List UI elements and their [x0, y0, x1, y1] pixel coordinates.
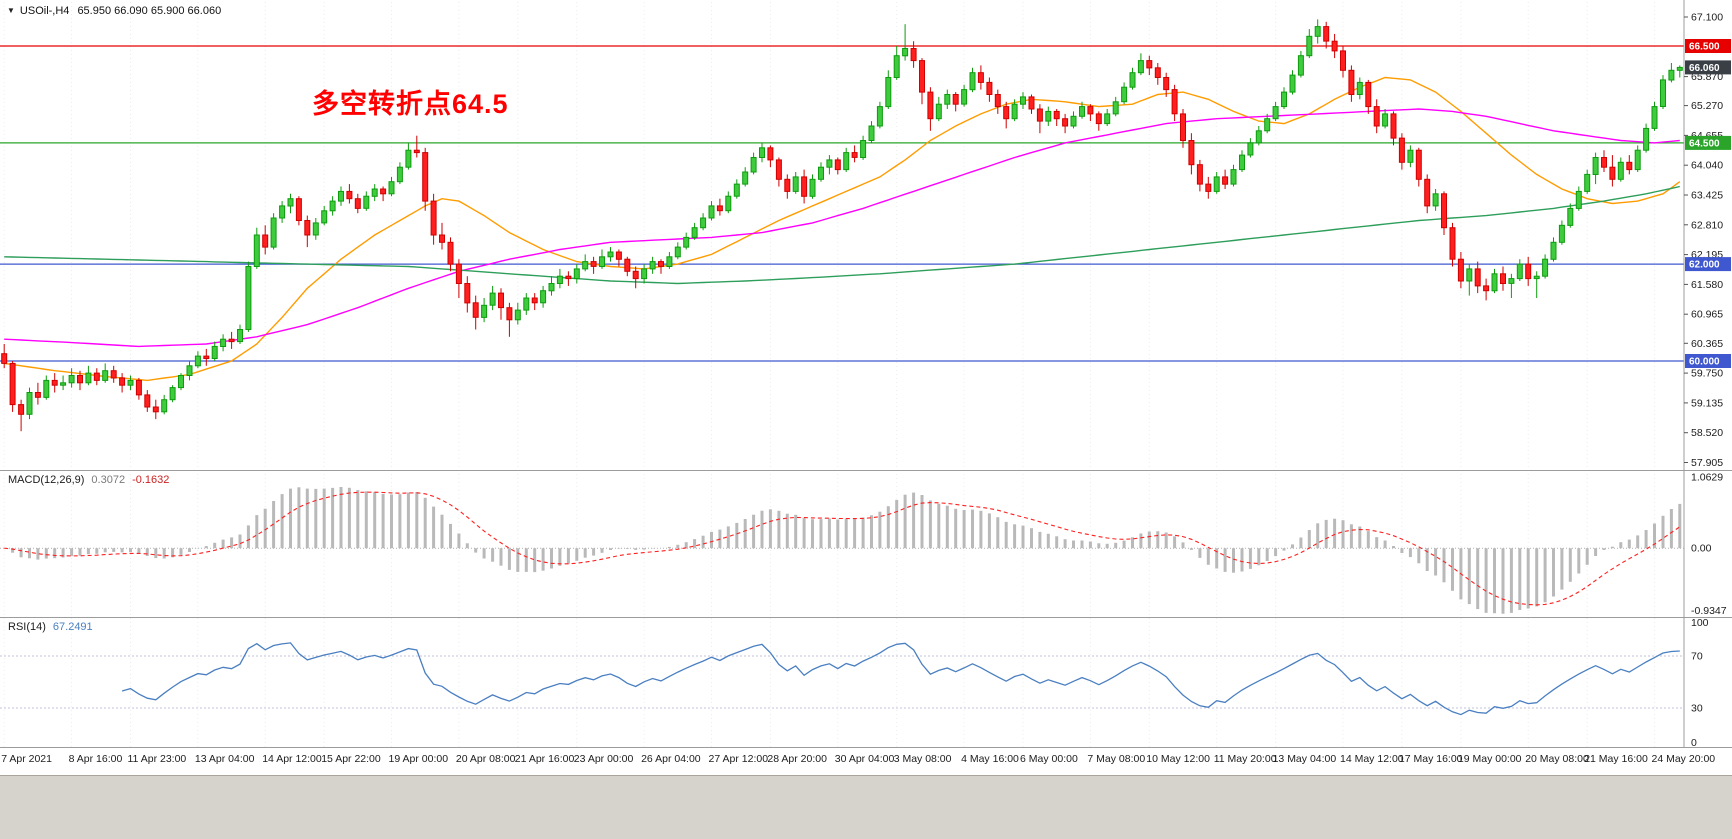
- chart-annotation-text: 多空转折点64.5: [312, 89, 509, 119]
- time-tick-label: 17 May 16:00: [1399, 753, 1463, 765]
- symbol-quote-values: 65.950 66.090 65.900 66.060: [77, 5, 222, 17]
- time-tick-label: 30 Apr 04:00: [835, 753, 895, 765]
- time-tick-label: 15 Apr 22:00: [321, 753, 381, 765]
- symbol-name: USOil-,H4: [19, 5, 70, 17]
- time-tick-label: 8 Apr 16:00: [69, 753, 123, 765]
- price-tick-label: 65.270: [1691, 100, 1723, 112]
- macd-signal-value: -0.1632: [132, 474, 170, 486]
- grid-layer: [3, 2, 1656, 747]
- macd-name: MACD(12,26,9): [8, 474, 85, 486]
- price-tick-label: 67.100: [1691, 12, 1723, 24]
- time-tick-label: 4 May 16:00: [961, 753, 1019, 765]
- window-bottom-strip: [0, 775, 1732, 839]
- macd-tick-label: 1.0629: [1691, 472, 1723, 484]
- macd-signal-line: [4, 491, 1681, 606]
- ma-orange-line: [4, 76, 1681, 382]
- time-tick-label: 23 Apr 00:00: [574, 753, 634, 765]
- macd-tick-label: -0.9347: [1691, 605, 1727, 617]
- moving-averages-layer: [4, 76, 1681, 382]
- time-tick-label: 19 May 00:00: [1458, 753, 1522, 765]
- time-tick-label: 13 Apr 04:00: [195, 753, 255, 765]
- rsi-line: [121, 642, 1680, 716]
- time-axis[interactable]: 7 Apr 2021 8 Apr 16:00 11 Apr 23:00 13 Apr …: [1, 753, 1715, 765]
- price-tick-label: 60.965: [1691, 309, 1723, 321]
- time-tick-label: 14 May 12:00: [1340, 753, 1404, 765]
- price-tick-label: 59.135: [1691, 397, 1723, 409]
- price-tick-label: 63.425: [1691, 190, 1723, 202]
- rsi-name: RSI(14): [8, 621, 46, 633]
- time-tick-label: 19 Apr 00:00: [389, 753, 449, 765]
- price-tick-label: 62.810: [1691, 219, 1723, 231]
- time-tick-label: 11 Apr 23:00: [128, 753, 187, 765]
- time-tick-label: 14 Apr 12:00: [262, 753, 322, 765]
- price-tick-label: 61.580: [1691, 279, 1723, 291]
- macd-value: 0.3072: [91, 474, 126, 486]
- rsi-tick-label: 100: [1691, 617, 1709, 629]
- price-tag-66.500: 66.500: [1689, 42, 1720, 53]
- price-tick-label: 58.520: [1691, 427, 1723, 439]
- price-tick-label: 59.750: [1691, 368, 1723, 380]
- macd-layer: [0, 487, 1684, 614]
- rsi-tick-label: 30: [1691, 703, 1703, 715]
- time-tick-label: 27 Apr 12:00: [709, 753, 769, 765]
- price-line-labels: 66.500 64.500 62.000 60.000 66.060: [1685, 39, 1731, 368]
- price-tag-66.060: 66.060: [1689, 63, 1720, 74]
- macd-indicator-label: MACD(12,26,9) 0.3072 -0.1632: [8, 474, 169, 486]
- macd-histogram: [11, 487, 1682, 614]
- rsi-value: 67.2491: [52, 621, 93, 633]
- price-tag-62.000: 62.000: [1689, 260, 1720, 271]
- ma-green-line: [4, 185, 1680, 285]
- chart-canvas[interactable]: 67.10065.87065.27064.65564.04063.42562.8…: [0, 0, 1732, 775]
- time-tick-label: 26 Apr 04:00: [641, 753, 701, 765]
- rsi-tick-label: 0: [1691, 737, 1697, 749]
- time-tick-label: 24 May 20:00: [1652, 753, 1716, 765]
- time-tick-label: 13 May 04:00: [1273, 753, 1337, 765]
- symbol-info-bar: ▼ USOil-,H4 65.950 66.090 65.900 66.060: [7, 5, 221, 17]
- pane-separators[interactable]: [0, 470, 1732, 748]
- rsi-tick-label: 70: [1691, 651, 1703, 663]
- horizontal-lines-layer: [0, 45, 1684, 362]
- price-tick-label: 64.040: [1691, 160, 1723, 172]
- symbol-dropdown-icon[interactable]: ▼: [7, 6, 15, 15]
- price-tag-64.500: 64.500: [1689, 138, 1720, 149]
- ma-magenta-line: [4, 108, 1680, 348]
- time-tick-label: 28 Apr 20:00: [767, 753, 827, 765]
- time-tick-label: 7 May 08:00: [1087, 753, 1145, 765]
- time-tick-label: 11 May 20:00: [1214, 753, 1277, 765]
- time-tick-label: 21 May 16:00: [1584, 753, 1648, 765]
- rsi-layer: [0, 642, 1684, 716]
- price-tick-label: 57.905: [1691, 457, 1723, 469]
- time-tick-label: 7 Apr 2021: [1, 753, 52, 765]
- price-tag-60.000: 60.000: [1689, 357, 1720, 368]
- macd-tick-label: 0.00: [1691, 543, 1712, 555]
- price-axis[interactable]: 67.10065.87065.27064.65564.04063.42562.8…: [1683, 0, 1732, 749]
- price-tick-label: 60.365: [1691, 338, 1723, 350]
- time-tick-label: 3 May 08:00: [894, 753, 952, 765]
- time-tick-label: 20 Apr 08:00: [456, 753, 516, 765]
- time-tick-label: 20 May 08:00: [1525, 753, 1589, 765]
- time-tick-label: 6 May 00:00: [1020, 753, 1078, 765]
- time-tick-label: 21 Apr 16:00: [515, 753, 575, 765]
- candles-layer: [1, 19, 1683, 432]
- rsi-indicator-label: RSI(14) 67.2491: [8, 621, 93, 633]
- time-tick-label: 10 May 12:00: [1146, 753, 1210, 765]
